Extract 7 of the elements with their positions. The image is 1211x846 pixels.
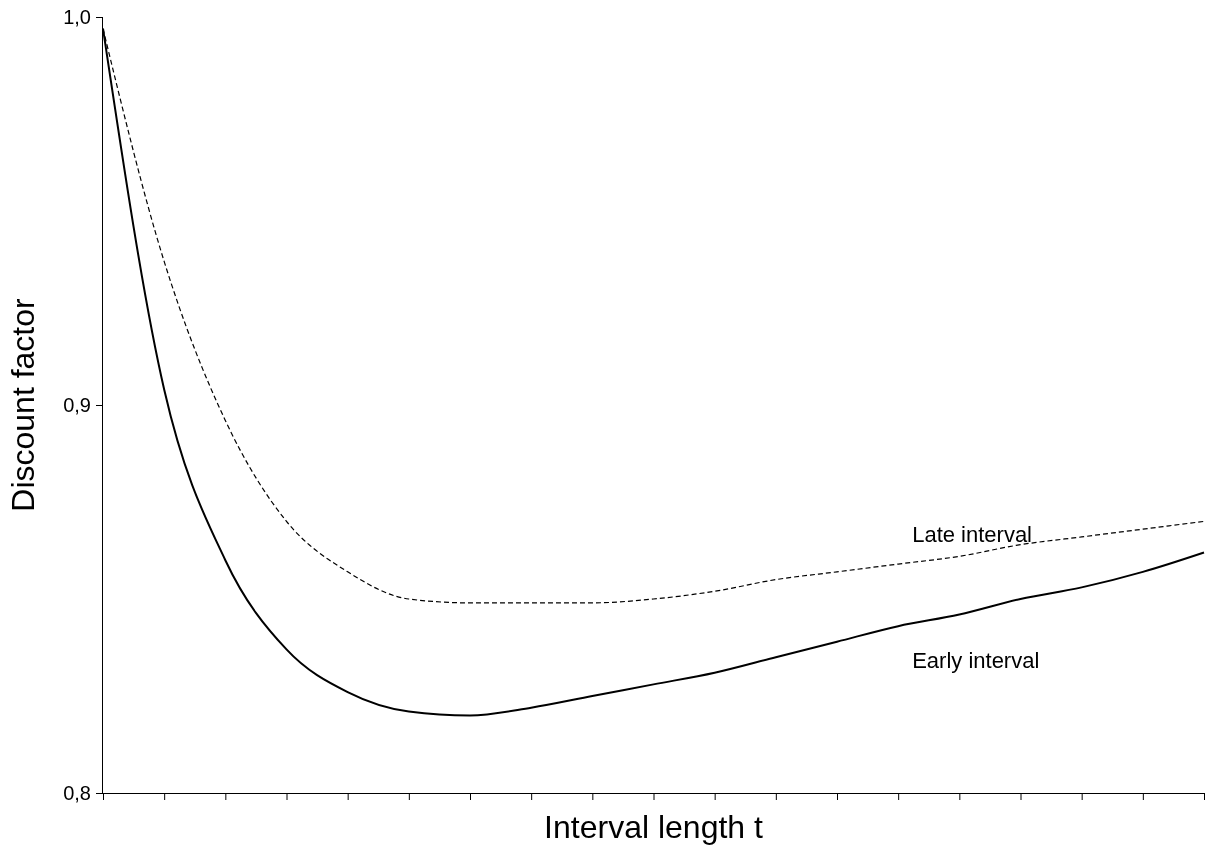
y-tick-label: 0,9 — [63, 393, 91, 416]
y-tick-label: 0,8 — [63, 781, 91, 804]
x-axis-title: Interval length t — [544, 809, 764, 845]
y-tick-label: 1,0 — [63, 5, 91, 28]
y-axis-title: Discount factor — [5, 297, 41, 512]
series-label: Late interval — [912, 522, 1033, 548]
series-label: Early interval — [912, 648, 1040, 674]
